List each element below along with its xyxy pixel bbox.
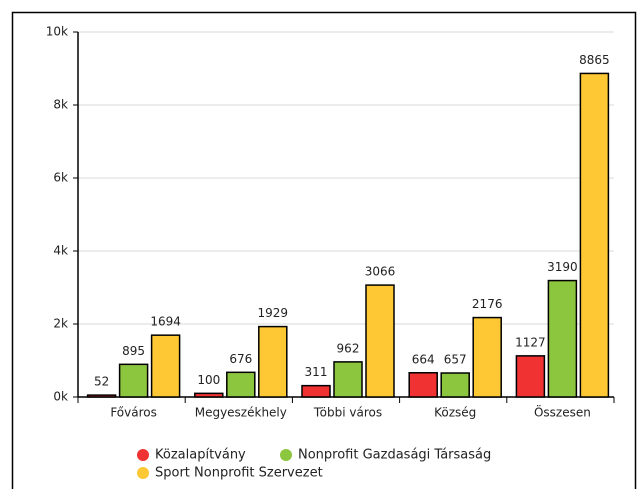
legend-label: Sport Nonprofit Szervezet [155,466,323,481]
y-tick-label: 10k [46,25,68,39]
bar [301,384,331,398]
y-tick-label: 0k [53,390,68,404]
value-label: 311 [305,365,328,379]
bar [258,325,288,398]
bar [194,392,224,398]
bar [472,316,502,398]
bar [150,334,181,398]
bar [118,363,149,398]
x-tick-label: Megyeszékhely [195,406,287,420]
y-tick-label: 2k [53,317,68,331]
legend-marker [280,449,292,461]
bar [579,72,610,398]
bar [333,361,363,398]
value-label: 1929 [258,306,289,320]
x-tick-label: Összesen [534,404,591,420]
frame [11,11,637,489]
value-label: 664 [412,352,435,366]
value-label: 2176 [472,297,503,311]
legend-marker [137,467,149,479]
value-label: 1127 [515,335,546,349]
bar [86,394,117,398]
bar [547,279,578,398]
bar [515,355,546,398]
x-tick-label: Többi város [313,406,382,420]
legend-label: Nonprofit Gazdasági Társaság [298,448,491,463]
y-tick-label: 6k [53,171,68,185]
value-label: 895 [122,344,145,358]
bar [226,371,256,398]
bar [365,284,395,398]
value-label: 3066 [365,265,396,279]
legend-marker [137,449,149,461]
y-tick-label: 4k [53,244,68,258]
value-label: 1694 [150,315,181,329]
y-tick-label: 8k [53,98,68,112]
value-label: 8865 [579,53,610,67]
value-label: 657 [444,353,467,367]
x-tick-label: Főváros [110,406,157,420]
value-label: 52 [94,375,109,389]
x-tick-label: Község [434,406,476,420]
legend-label: Közalapítvány [155,448,246,463]
bar [440,372,470,398]
bar [408,372,438,398]
value-label: 100 [197,373,220,387]
value-label: 3190 [547,260,578,274]
value-label: 962 [337,341,360,355]
value-label: 676 [229,352,252,366]
